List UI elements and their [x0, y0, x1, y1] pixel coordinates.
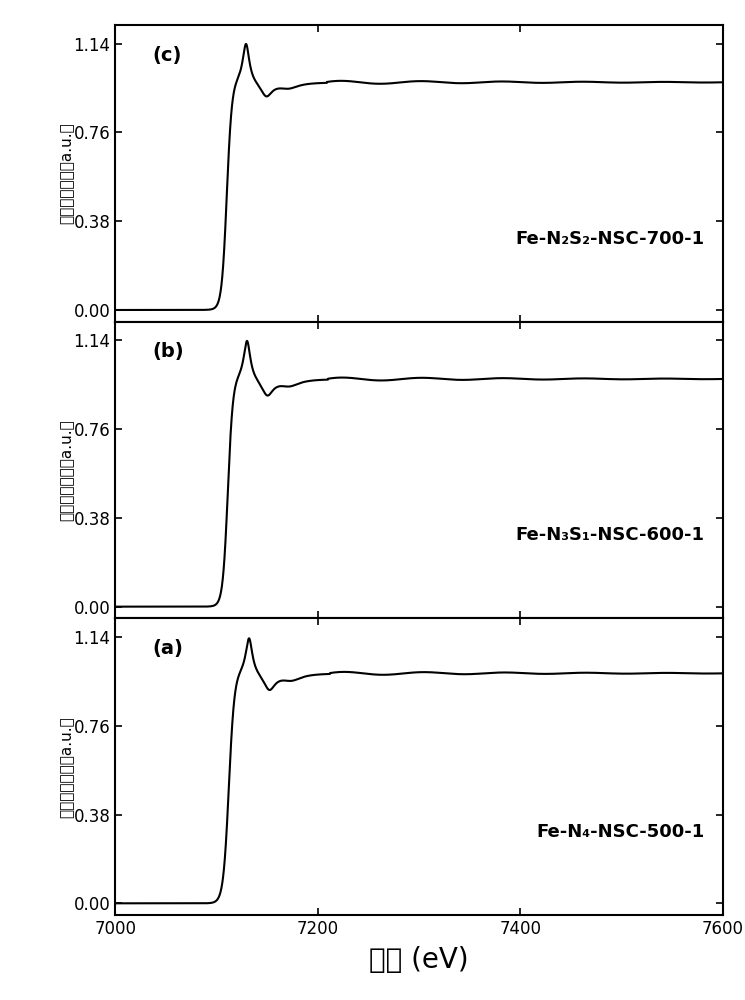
Y-axis label: 归一化后强度（a.u.）: 归一化后强度（a.u.）	[59, 419, 74, 521]
Text: Fe-N₄-NSC-500-1: Fe-N₄-NSC-500-1	[536, 823, 705, 841]
Text: (b): (b)	[152, 342, 183, 361]
Y-axis label: 归一化后强度（a.u.）: 归一化后强度（a.u.）	[59, 122, 74, 224]
Text: (c): (c)	[152, 46, 181, 65]
X-axis label: 能量 (eV): 能量 (eV)	[370, 946, 469, 974]
Y-axis label: 归一化后强度（a.u.）: 归一化后强度（a.u.）	[59, 716, 74, 818]
Text: Fe-N₃S₁-NSC-600-1: Fe-N₃S₁-NSC-600-1	[516, 526, 705, 544]
Text: (a): (a)	[152, 639, 183, 658]
Text: Fe-N₂S₂-NSC-700-1: Fe-N₂S₂-NSC-700-1	[516, 230, 705, 247]
